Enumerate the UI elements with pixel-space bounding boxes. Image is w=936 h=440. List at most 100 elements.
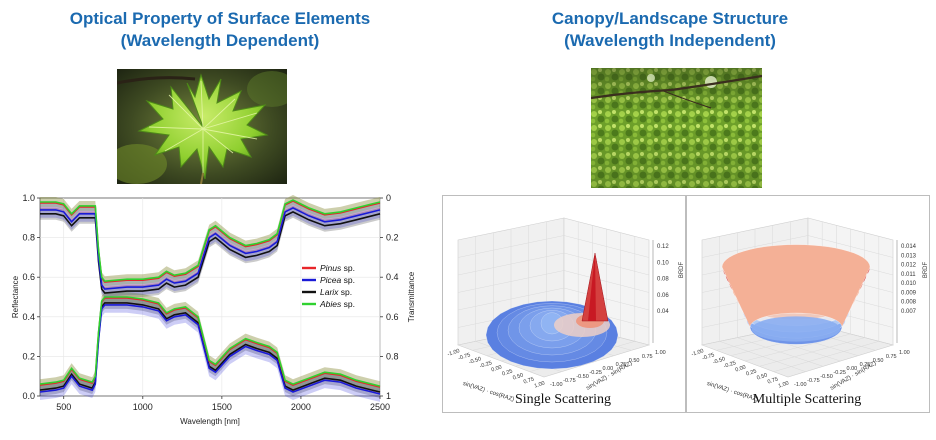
y-tick-label-right: 0.8 [386,351,399,361]
z-tick-label: 0.12 [657,244,669,250]
transmittance-line [40,199,381,283]
legend-label: Larix sp. [320,287,352,297]
y-tick-label: -0.75 [563,378,576,384]
legend-suffix: sp. [341,299,355,309]
z-tick-label: 0.008 [901,300,917,306]
z-tick-label: 0.08 [657,277,669,283]
x-tick-label: 2500 [370,402,390,412]
z-tick-label: 0.007 [901,309,917,315]
x-tick-label: -0.50 [468,356,482,366]
y-tick-label: 1.00 [899,350,910,356]
y-tick-label-left: 0.0 [22,391,35,401]
brdf-caption-multiple: Multiple Scattering [752,392,862,407]
z-tick-label: 0.010 [901,281,917,287]
legend-genus: Pinus [320,263,342,273]
x-tick-label: 0.00 [491,365,503,374]
y-tick-label-right: 1 [386,391,391,401]
y-tick-label: 0.25 [616,362,627,368]
x-tick-label: 0.25 [501,369,513,378]
x-tick-label: -0.50 [712,356,726,366]
y-tick-label: -0.50 [820,374,833,380]
legend-suffix: sp. [341,263,355,273]
z-tick-label: 0.013 [901,253,917,259]
maple-leaf-photo [117,69,287,184]
wall-grid [807,235,894,258]
y-tick-label: 0.00 [847,366,858,372]
x-tick-label: 0.25 [745,369,757,378]
x-tick-label: 0.75 [523,377,535,386]
right-heading-line1: Canopy/Landscape Structure [551,9,789,28]
maple-leaf-image [117,69,287,184]
x-tick-label: -0.25 [723,360,737,370]
z-tick-label: 0.014 [901,244,917,250]
canopy-image [591,68,762,188]
x-tick-label: 0.75 [767,377,779,386]
right-heading: Canopy/Landscape Structure (Wavelength I… [500,8,840,52]
left-heading-line2: (Wavelength Dependent) [120,31,320,50]
y-tick-label-right: 0.6 [386,312,399,322]
x-tick-label: 1000 [133,402,153,412]
z-axis-label: BRDF [679,262,685,279]
x-tick-label: -0.75 [458,352,472,362]
y-tick-label: -0.50 [576,374,589,380]
legend-label: Pinus sp. [320,263,355,273]
x-tick-label: -0.25 [479,360,493,370]
x-tick-label: -1.00 [447,348,461,358]
x-tick-label: -1.00 [691,348,705,358]
brdf-caption-single: Single Scattering [514,392,612,407]
y-tick-label: 0.75 [886,354,897,360]
reflectance-band [40,292,380,392]
x-axis-label: Wavelength [nm] [180,417,240,426]
x-tick-label: 0.50 [756,373,768,382]
y-tick-label: -1.00 [550,382,563,388]
x-tick-label: 1.00 [778,381,790,390]
brdf-axes-multiple: 0.014 0.013 0.012 0.011 0.010 0.009 0.008 0.007… [691,217,929,403]
y-tick-label: -0.25 [589,370,602,376]
y-tick-label-right: 0.2 [386,233,399,243]
wall-grid [563,235,650,258]
x-tick-label: -0.75 [702,352,716,362]
x-tick-label: 0.00 [735,365,747,374]
z-tick-label: 0.04 [657,309,669,315]
bowl-floor [751,316,841,342]
z-tick-label: 0.012 [901,263,917,269]
y-tick-label-left: 1.0 [22,193,35,203]
z-tick-label: 0.06 [657,293,669,299]
bowl-inner [721,244,871,328]
reflectance-band [40,297,380,398]
y-tick-label-left: 0.8 [22,233,35,243]
y-axis-label-right: Transmittance [407,271,416,322]
canopy-photo [591,68,762,188]
legend-genus: Larix [320,287,339,297]
y-tick-label: -0.75 [807,378,820,384]
left-heading: Optical Property of Surface Elements (Wa… [20,8,420,52]
x-tick-label: 1500 [212,402,232,412]
y-tick-label: 0.75 [642,354,653,360]
reflectance-band [40,297,380,402]
legend-suffix: sp. [338,287,352,297]
x-tick-label: 2000 [291,402,311,412]
z-axis-label: BRDF [923,262,929,279]
y-tick-label-right: 0 [386,193,391,203]
y-axis-label-left: Reflectance [11,275,20,318]
legend-label: Picea sp. [320,275,355,285]
legend-genus: Abies [319,299,342,309]
wall-grid [457,235,565,258]
brdf-axes-single: 0.120.100.080.060.04BRDF-1.00-0.75-0.50-… [447,217,685,403]
y-tick-label: 0.25 [860,362,871,368]
y-tick-label-left: 0.6 [22,272,35,282]
y-tick-label: -0.25 [833,370,846,376]
y-tick-label: 0.50 [629,358,640,364]
x-tick-label: 1.00 [534,381,546,390]
hotspot-spike-shade [588,253,596,321]
spectral-chart: 500 1000 1500 2000 2500 0.0 0.2 0.4 0.6 0.8 1.0 1 0.… [11,193,416,426]
z-tick-label: 0.009 [901,290,917,296]
y-tick-label: 1.00 [655,350,666,356]
wall-grid [701,235,809,258]
y-tick-label-right: 0.4 [386,272,399,282]
y-tick-label-left: 0.4 [22,312,35,322]
x-tick-label: 500 [56,402,71,412]
legend-suffix: sp. [341,275,355,285]
z-tick-label: 0.011 [901,272,916,278]
z-tick-label: 0.10 [657,260,669,266]
